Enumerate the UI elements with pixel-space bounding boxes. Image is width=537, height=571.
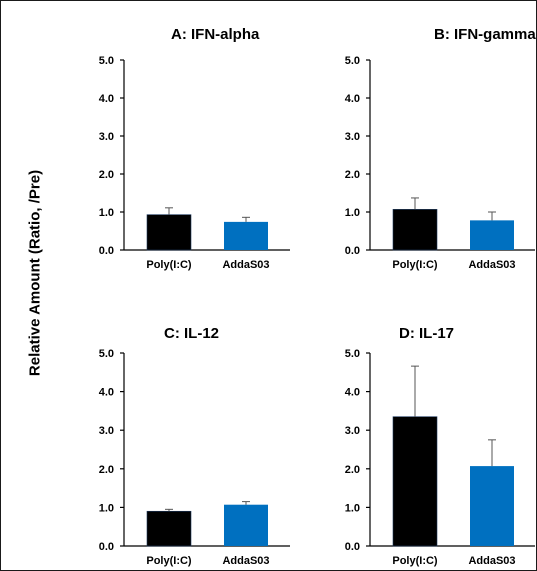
y-tick-label: 5.0 (345, 55, 360, 67)
y-tick-label: 1.0 (345, 502, 360, 514)
bar (470, 220, 514, 250)
y-tick-label: 4.0 (99, 387, 114, 399)
bar (146, 510, 192, 547)
x-tick-label: AddaS03 (468, 555, 515, 567)
y-tick-label: 5.0 (99, 348, 114, 360)
bar (470, 466, 514, 546)
y-tick-label: 4.0 (345, 93, 360, 105)
y-tick-label: 0.0 (345, 245, 360, 257)
y-tick-label: 5.0 (99, 55, 114, 67)
y-tick-label: 1.0 (99, 207, 114, 219)
y-tick-label: 5.0 (345, 348, 360, 360)
bar (224, 221, 268, 250)
y-tick-label: 2.0 (99, 169, 114, 181)
y-tick-label: 1.0 (99, 502, 114, 514)
panel-title: D: IL-17 (399, 325, 454, 342)
y-tick-label: 0.0 (345, 541, 360, 553)
y-tick-label: 4.0 (345, 387, 360, 399)
x-tick-label: Poly(I:C) (392, 555, 438, 567)
bar (146, 214, 192, 251)
y-tick-label: 2.0 (345, 464, 360, 476)
x-tick-label: AddaS03 (222, 555, 269, 567)
y-tick-label: 0.0 (99, 245, 114, 257)
x-tick-label: AddaS03 (468, 259, 515, 271)
y-tick-label: 1.0 (345, 207, 360, 219)
y-tick-label: 3.0 (99, 131, 114, 143)
x-tick-label: Poly(I:C) (146, 259, 192, 271)
bar (392, 209, 438, 251)
bar (392, 416, 438, 547)
x-tick-label: Poly(I:C) (392, 259, 438, 271)
y-tick-label: 2.0 (345, 169, 360, 181)
panel-title: B: IFN-gamma (434, 26, 536, 43)
panel-title: C: IL-12 (164, 325, 219, 342)
y-tick-label: 2.0 (99, 464, 114, 476)
y-tick-label: 3.0 (99, 425, 114, 437)
y-tick-label: 3.0 (345, 131, 360, 143)
bar (224, 504, 268, 546)
y-tick-label: 4.0 (99, 93, 114, 105)
y-tick-label: 3.0 (345, 425, 360, 437)
x-tick-label: AddaS03 (222, 259, 269, 271)
panel-title: A: IFN-alpha (171, 26, 260, 43)
y-tick-label: 0.0 (99, 541, 114, 553)
x-tick-label: Poly(I:C) (146, 555, 192, 567)
